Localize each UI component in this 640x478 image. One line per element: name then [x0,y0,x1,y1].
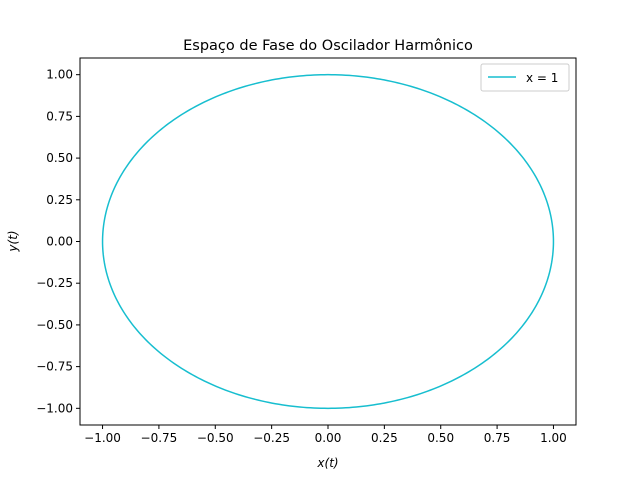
y-axis-ticks: −1.00 −0.75 −0.50 −0.25 0.00 0.25 0.50 0.75 1.00 [36,68,80,415]
x-tick-label: 0.75 [484,431,511,445]
legend-box [480,63,570,92]
x-tick-label: 1.00 [540,431,567,445]
chart-title: Espaço de Fase do Oscilador Harmônico [183,38,473,54]
y-axis-label: y(t) [6,230,20,252]
x-tick-label: −0.75 [141,431,178,445]
legend: x = 1 [480,63,570,92]
y-tick-label: −0.75 [36,360,73,374]
plot-area [79,57,577,426]
x-tick-label: −0.50 [197,431,234,445]
x-tick-label: −1.00 [84,431,121,445]
y-tick-label: 0.25 [46,193,73,207]
x-tick-label: 0.50 [427,431,454,445]
y-tick-label: 0.00 [46,235,73,249]
y-tick-label: 0.50 [46,151,73,165]
y-tick-label: −0.50 [36,318,73,332]
legend-label: x = 1 [526,71,558,85]
x-tick-label: 0.00 [315,431,342,445]
x-tick-label: −0.25 [253,431,290,445]
y-tick-label: 1.00 [46,68,73,82]
x-axis-label: x(t) [316,456,338,470]
x-tick-label: 0.25 [371,431,398,445]
y-tick-label: 0.75 [46,109,73,123]
x-axis-ticks: −1.00 −0.75 −0.50 −0.25 0.00 0.25 0.50 0.75 1.00 [84,425,567,445]
y-tick-label: −0.25 [36,276,73,290]
series-line-phase-orbit [101,73,555,410]
y-tick-label: −1.00 [36,401,73,415]
